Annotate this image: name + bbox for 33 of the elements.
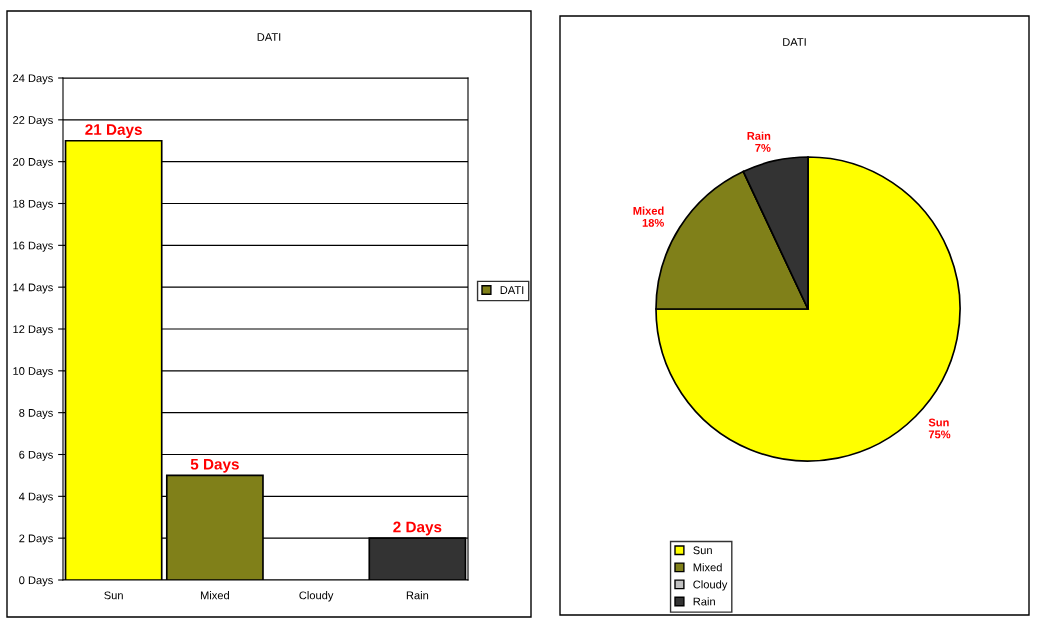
y-tick-label: 8 Days	[19, 408, 53, 419]
y-tick-label: 22 Days	[13, 116, 53, 127]
y-tick-label: 20 Days	[13, 157, 53, 168]
slice-label: Sun	[928, 418, 949, 427]
y-tick-label: 12 Days	[13, 325, 53, 336]
data-label: 75%	[928, 430, 951, 439]
y-tick-label: 18 Days	[13, 199, 53, 210]
data-label: 2 Days	[393, 521, 442, 536]
legend-label: Sun	[693, 546, 712, 555]
y-tick-label: 0 Days	[19, 576, 53, 587]
y-tick-label: 14 Days	[13, 283, 53, 294]
legend-label: Cloudy	[693, 580, 728, 591]
data-label: 7%	[755, 143, 771, 152]
y-tick-label: 16 Days	[13, 241, 53, 252]
legend-label: DATI	[500, 286, 524, 294]
y-tick-label: 24 Days	[13, 74, 53, 85]
x-tick-label: Rain	[406, 591, 429, 600]
data-label: 18%	[642, 218, 664, 227]
legend-label: Rain	[693, 597, 715, 606]
x-tick-label: Mixed	[200, 591, 229, 600]
chart-title: DATI	[257, 33, 281, 41]
y-tick-label: 2 Days	[19, 534, 53, 545]
legend-label: Mixed	[693, 563, 722, 572]
y-tick-label: 6 Days	[19, 450, 53, 461]
y-tick-label: 4 Days	[18, 492, 53, 503]
x-tick-label: Cloudy	[299, 591, 334, 602]
slice-label: Mixed	[633, 206, 664, 215]
x-tick-label: Sun	[104, 591, 123, 600]
chart-title: DATI	[783, 38, 806, 46]
slice-label: Rain	[747, 131, 771, 140]
data-label: 21 Days	[85, 124, 142, 138]
y-tick-label: 10 Days	[13, 367, 53, 378]
data-label: 5 Days	[190, 458, 239, 473]
